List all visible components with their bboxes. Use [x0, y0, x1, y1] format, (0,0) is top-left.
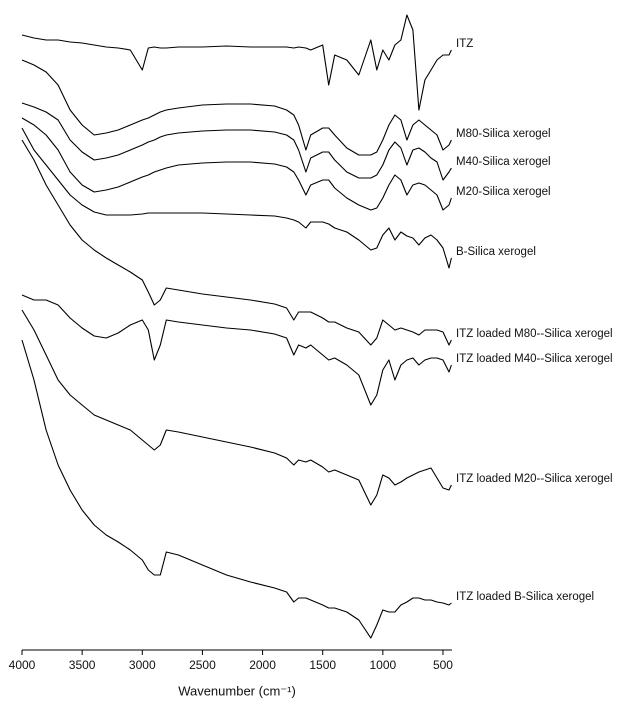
- series-label: ITZ loaded M20--Silica xerogel: [456, 473, 613, 485]
- x-tick-label: 1000: [369, 658, 396, 672]
- spectrum-line: [21, 14, 452, 111]
- spectrum-line: [21, 102, 452, 181]
- spectrum-line: [21, 309, 452, 506]
- spectrum-line: [21, 127, 452, 269]
- x-tick-label: 4000: [9, 658, 36, 672]
- series-label: B-Silica xerogel: [456, 246, 536, 258]
- series-label: ITZ loaded M40--Silica xerogel: [456, 353, 613, 365]
- x-tick-label: 3500: [69, 658, 96, 672]
- series-label: ITZ loaded M80--Silica xerogel: [456, 328, 613, 340]
- spectrum-line: [21, 117, 452, 211]
- x-tick-label: 1500: [309, 658, 336, 672]
- x-tick-label: 2000: [249, 658, 276, 672]
- series-label: M40-Silica xerogel: [456, 156, 551, 168]
- series-label: M20-Silica xerogel: [456, 186, 551, 198]
- x-tick-label: 3000: [129, 658, 156, 672]
- x-tick-label: 500: [433, 658, 453, 672]
- spectrum-line: [21, 139, 452, 346]
- x-axis-label: Wavenumber (cm⁻¹): [178, 683, 296, 698]
- spectrum-line: [21, 294, 452, 406]
- spectrum-line: [21, 59, 452, 156]
- x-tick-label: 2500: [189, 658, 216, 672]
- series-label: ITZ loaded B-Silica xerogel: [456, 591, 594, 603]
- series-label: M80-Silica xerogel: [456, 128, 551, 140]
- series-label: ITZ: [456, 38, 473, 50]
- spectrum-line: [21, 339, 452, 639]
